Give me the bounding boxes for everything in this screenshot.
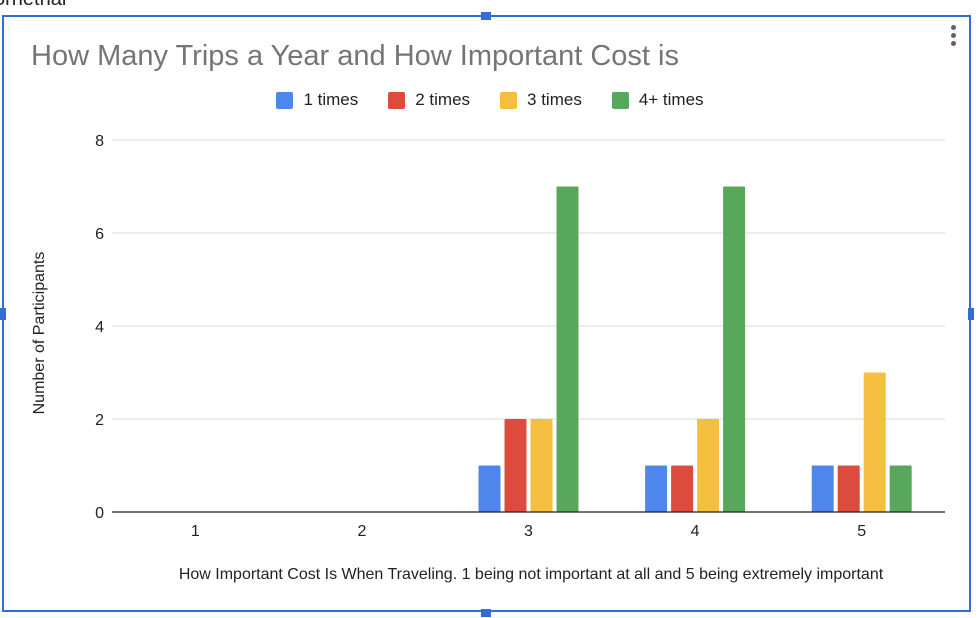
bar	[671, 465, 694, 512]
resize-handle-right[interactable]	[968, 308, 974, 320]
y-tick-label: 4	[95, 319, 104, 336]
x-axis-label: How Important Cost Is When Traveling. 1 …	[178, 566, 884, 583]
bar	[556, 186, 579, 512]
legend-label: 4+ times	[638, 90, 704, 109]
legend-item-3-times[interactable]: 3 times	[500, 90, 582, 110]
legend-swatch	[500, 91, 518, 109]
bar	[723, 186, 746, 512]
resize-handle-bottom[interactable]	[481, 609, 491, 617]
legend-label: 2 times	[415, 90, 471, 109]
legend-label: 1 times	[303, 90, 359, 109]
x-tick-label: 1	[191, 523, 200, 540]
legend-item-4-plus-times[interactable]: 4+ times	[611, 90, 704, 110]
x-tick-label: 5	[857, 523, 866, 540]
legend-swatch	[276, 91, 294, 109]
y-tick-label: 6	[95, 226, 104, 243]
bar	[837, 465, 860, 512]
bar	[478, 465, 501, 512]
legend-item-1-times[interactable]: 1 times	[276, 90, 358, 110]
bar	[645, 465, 668, 512]
chart-title: How Many Trips a Year and How Important …	[31, 40, 679, 72]
x-tick-label: 4	[691, 523, 700, 540]
bar	[697, 419, 720, 512]
x-tick-label: 3	[524, 523, 533, 540]
more-vert-icon[interactable]	[949, 25, 957, 51]
legend-label: 3 times	[527, 90, 582, 109]
legend-item-2-times[interactable]: 2 times	[388, 90, 470, 110]
legend-swatch	[388, 91, 406, 109]
bar	[863, 372, 886, 512]
y-tick-label: 8	[95, 133, 104, 150]
bar	[811, 465, 834, 512]
resize-handle-top[interactable]	[481, 12, 491, 20]
chart-legend: 1 times 2 times 3 times 4+ times	[0, 90, 980, 110]
y-tick-label: 0	[95, 505, 104, 522]
resize-handle-left[interactable]	[0, 308, 6, 320]
y-axis-label: Number of Participants	[31, 251, 48, 415]
bar	[504, 419, 527, 512]
x-tick-label: 2	[357, 523, 366, 540]
y-tick-label: 2	[95, 412, 104, 429]
bar	[530, 419, 553, 512]
bar	[889, 465, 912, 512]
clipped-top-text: ornethal	[0, 0, 66, 11]
legend-swatch	[611, 91, 629, 109]
